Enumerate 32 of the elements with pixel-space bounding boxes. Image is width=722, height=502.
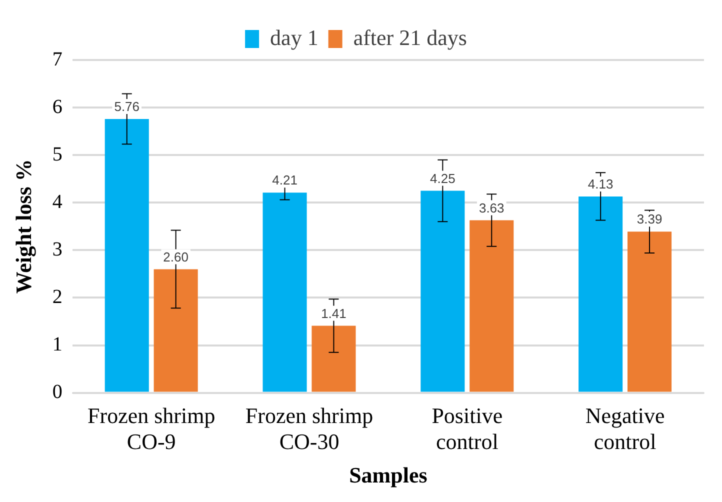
y-tick-label: 2 — [52, 286, 62, 308]
bar — [627, 232, 672, 392]
x-tick-label: Frozen shrimp CO-30 — [245, 402, 374, 454]
bar — [312, 326, 356, 392]
bar — [420, 190, 465, 392]
y-tick-label: 3 — [52, 238, 62, 260]
bar — [262, 192, 307, 392]
data-label: 4.25 — [430, 170, 456, 186]
x-axis-title: Samples — [349, 462, 428, 488]
y-tick-label: 6 — [52, 96, 62, 118]
data-label: 3.63 — [478, 200, 504, 216]
data-label: 3.39 — [636, 212, 662, 227]
data-label: 5.76 — [114, 99, 140, 114]
y-tick-label: 5 — [52, 143, 62, 166]
y-tick-label: 0 — [52, 381, 62, 404]
bar — [470, 220, 514, 392]
bar — [154, 269, 198, 392]
y-tick-label: 7 — [52, 48, 62, 70]
data-label: 1.41 — [321, 306, 346, 321]
x-tick-label: Negative control — [585, 402, 665, 454]
bar — [578, 196, 623, 392]
y-tick-label: 1 — [52, 334, 62, 356]
x-tick-label: Positive control — [432, 402, 503, 454]
y-axis-title: Weight loss % — [10, 159, 36, 294]
x-tick-label: Frozen shrimp CO-9 — [88, 402, 216, 454]
data-label: 4.13 — [588, 176, 614, 192]
data-label: 2.60 — [163, 249, 188, 264]
legend-label: day 1 — [270, 24, 318, 50]
data-label: 4.21 — [272, 172, 298, 188]
y-tick-label: 4 — [52, 190, 62, 213]
bar — [104, 118, 149, 392]
legend-label: after 21 days — [353, 24, 467, 50]
